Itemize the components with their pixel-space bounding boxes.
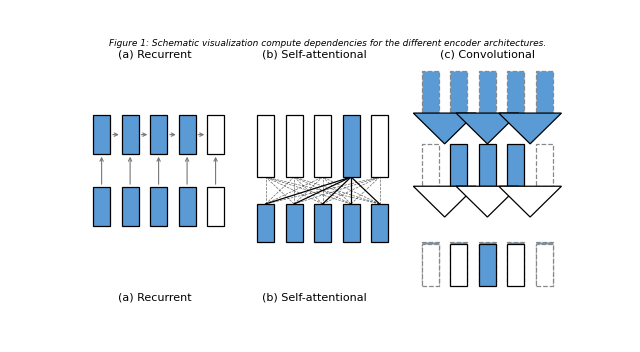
Polygon shape bbox=[499, 186, 561, 217]
Bar bbox=[508, 71, 524, 113]
Text: Figure 1: Schematic visualization compute dependencies for the different encoder: Figure 1: Schematic visualization comput… bbox=[109, 39, 547, 48]
Text: (b) Self-attentional: (b) Self-attentional bbox=[262, 49, 367, 59]
Bar bbox=[479, 243, 496, 285]
Bar bbox=[93, 187, 110, 226]
Bar bbox=[371, 115, 388, 177]
Bar bbox=[451, 243, 467, 285]
Bar bbox=[479, 71, 496, 113]
Bar bbox=[150, 187, 167, 226]
Bar bbox=[451, 244, 467, 286]
Bar bbox=[285, 204, 303, 243]
Bar bbox=[422, 71, 439, 113]
Bar bbox=[536, 244, 553, 286]
Text: (b) Self-attentional: (b) Self-attentional bbox=[262, 293, 367, 302]
Text: (a) Recurrent: (a) Recurrent bbox=[118, 293, 191, 302]
Bar bbox=[150, 115, 167, 154]
Bar bbox=[285, 115, 303, 177]
Polygon shape bbox=[413, 186, 476, 217]
Text: (a) Recurrent: (a) Recurrent bbox=[118, 49, 191, 59]
Bar bbox=[536, 243, 553, 285]
Bar bbox=[342, 204, 360, 243]
Bar bbox=[122, 115, 139, 154]
Polygon shape bbox=[456, 186, 519, 217]
Bar bbox=[479, 244, 496, 286]
Bar bbox=[207, 187, 224, 226]
Bar bbox=[508, 243, 524, 285]
Bar bbox=[479, 144, 496, 186]
Bar bbox=[422, 144, 439, 186]
Bar bbox=[451, 144, 467, 186]
Bar bbox=[451, 71, 467, 113]
Polygon shape bbox=[456, 113, 519, 144]
Bar bbox=[536, 71, 553, 113]
Bar bbox=[122, 187, 139, 226]
Bar bbox=[314, 115, 331, 177]
Bar bbox=[508, 244, 524, 286]
Polygon shape bbox=[413, 113, 476, 144]
Bar bbox=[179, 115, 196, 154]
Bar bbox=[179, 187, 196, 226]
Text: (c) Convolutional: (c) Convolutional bbox=[440, 49, 535, 59]
Bar bbox=[371, 204, 388, 243]
Bar bbox=[257, 115, 274, 177]
Bar bbox=[93, 115, 110, 154]
Bar bbox=[257, 204, 274, 243]
Bar bbox=[536, 144, 553, 186]
Bar bbox=[508, 144, 524, 186]
Bar bbox=[207, 115, 224, 154]
Polygon shape bbox=[499, 113, 561, 144]
Bar bbox=[314, 204, 331, 243]
Bar bbox=[422, 244, 439, 286]
Bar bbox=[422, 243, 439, 285]
Bar bbox=[342, 115, 360, 177]
